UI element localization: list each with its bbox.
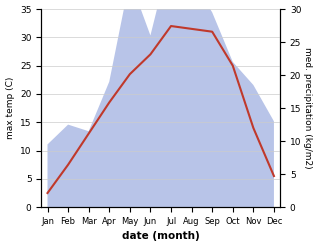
- Y-axis label: med. precipitation (kg/m2): med. precipitation (kg/m2): [303, 47, 313, 169]
- X-axis label: date (month): date (month): [122, 231, 200, 242]
- Y-axis label: max temp (C): max temp (C): [5, 77, 15, 139]
